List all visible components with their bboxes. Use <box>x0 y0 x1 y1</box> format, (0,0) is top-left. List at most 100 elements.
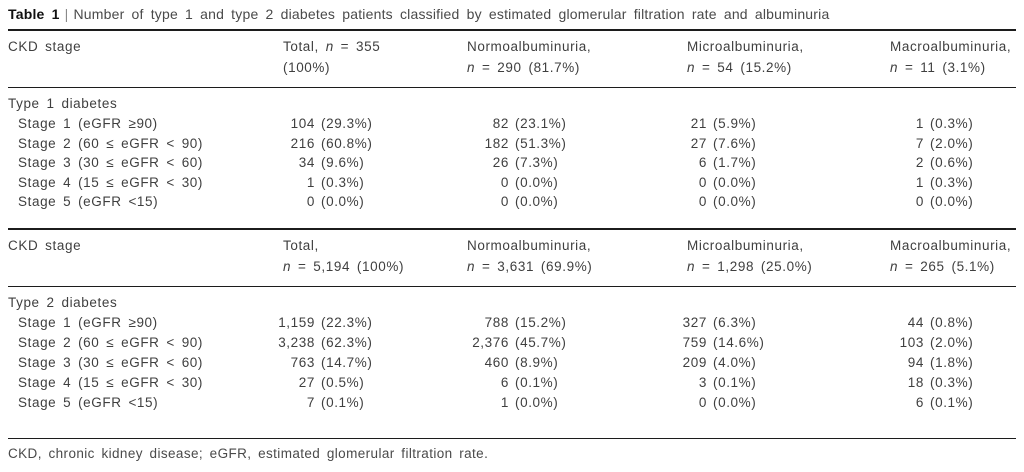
cell-percent: (7.3%) <box>515 155 559 170</box>
cell-count: 0 <box>698 174 707 190</box>
table-cell: 0 (0.0%) <box>687 173 890 193</box>
n-italic: n <box>467 258 476 274</box>
cell-percent: (14.6%) <box>713 334 765 350</box>
table-row: Stage 1 (eGFR ≥90) 104 (29.3%) 82 (23.1%) … <box>8 114 1016 134</box>
table-cell: 7 (0.1%) <box>283 393 467 413</box>
header-text: = 355 <box>333 39 381 54</box>
header-line-2: n = 265 (5.1%) <box>890 256 1016 277</box>
row-label: Stage 1 (eGFR ≥90) <box>18 314 158 330</box>
cell-count: 788 <box>484 314 509 330</box>
cell-count: 26 <box>492 155 509 170</box>
table-row: Stage 5 (eGFR <15) 0 (0.0%) 0 (0.0%) 0 (0.0… <box>8 192 1016 212</box>
header-text: Normoalbuminuria, <box>467 39 592 54</box>
cell-percent: (1.8%) <box>930 354 974 370</box>
table-cell: 460 (8.9%) <box>467 353 687 373</box>
header-line-1: Normoalbuminuria, <box>467 36 687 57</box>
cell-percent: (0.0%) <box>515 174 559 190</box>
cell-count: 1 <box>915 174 924 190</box>
table-cell: 0 (0.0%) <box>467 173 687 193</box>
table-cell: 327 (6.3%) <box>683 313 890 333</box>
cell-count: 6 <box>500 374 509 390</box>
column-header-macroalbuminuria: Macroalbuminuria, n = 11 (3.1%) <box>890 36 1016 78</box>
table-cell: 26 (7.3%) <box>467 153 687 173</box>
cell-count: 1 <box>915 116 924 131</box>
cell-count: 82 <box>492 116 509 131</box>
header-line-2: n = 1,298 (25.0%) <box>687 256 890 277</box>
column-header-microalbuminuria: Microalbuminuria, n = 1,298 (25.0%) <box>687 235 890 277</box>
header-line-2: (100%) <box>283 57 467 78</box>
cell-percent: (0.3%) <box>930 116 974 131</box>
cell-count: 21 <box>690 116 707 131</box>
row-label: Stage 1 (eGFR ≥90) <box>18 116 158 131</box>
cell-percent: (0.1%) <box>930 394 974 410</box>
header-line-1: Total, <box>283 235 467 256</box>
header-text: (100%) <box>283 60 331 75</box>
cell-percent: (8.9%) <box>515 354 559 370</box>
cell-count: 18 <box>907 374 924 390</box>
cell-percent: (62.3%) <box>321 334 373 350</box>
table-cell: 0 (0.0%) <box>467 192 687 212</box>
table-row: Stage 5 (eGFR <15) 7 (0.1%) 1 (0.0%) 0 (0.0… <box>8 393 1016 413</box>
row-label: Stage 3 (30 ≤ eGFR < 60) <box>18 155 204 170</box>
cell-count: 7 <box>306 394 315 410</box>
cell-percent: (0.3%) <box>930 174 974 190</box>
table-cell: 216 (60.8%) <box>283 134 467 154</box>
row-label: Stage 4 (15 ≤ eGFR < 30) <box>18 374 204 390</box>
header-text: = 3,631 (69.9%) <box>475 258 593 274</box>
table-cell: 6 (1.7%) <box>687 153 890 173</box>
table-body-type2: Type 2 diabetes Stage 1 (eGFR ≥90) 1,159… <box>8 287 1016 438</box>
row-label: Stage 5 (eGFR <15) <box>18 394 159 410</box>
table-cell: 3,238 (62.3%) <box>278 333 467 353</box>
cell-percent: (0.1%) <box>515 374 559 390</box>
cell-percent: (0.0%) <box>713 174 757 190</box>
cell-percent: (0.0%) <box>515 394 559 410</box>
cell-count: 759 <box>682 334 707 350</box>
row-label: Stage 4 (15 ≤ eGFR < 30) <box>18 174 204 190</box>
table-cell: 1 (0.3%) <box>890 114 1016 134</box>
cell-percent: (4.0%) <box>713 354 757 370</box>
cell-count: 0 <box>698 194 707 209</box>
table-cell: 18 (0.3%) <box>890 373 1016 393</box>
group-row-type1: Type 1 diabetes <box>8 94 1016 114</box>
cell-percent: (0.3%) <box>321 174 365 190</box>
cell-percent: (0.8%) <box>930 314 974 330</box>
cell-percent: (1.7%) <box>713 155 757 170</box>
table-cell: 0 (0.0%) <box>283 192 467 212</box>
cell-count: 2,376 <box>472 334 509 350</box>
table-cell: 6 (0.1%) <box>890 393 1016 413</box>
table-row: Stage 4 (15 ≤ eGFR < 30) 27 (0.5%) 6 (0.1%… <box>8 373 1016 393</box>
header-line-2: n = 3,631 (69.9%) <box>467 256 687 277</box>
header-line-1: Macroalbuminuria, <box>890 36 1016 57</box>
cell-percent: (2.0%) <box>930 135 974 151</box>
cell-percent: (51.3%) <box>515 135 567 151</box>
column-header-normoalbuminuria: Normoalbuminuria, n = 290 (81.7%) <box>467 36 687 78</box>
table-cell: 0 (0.0%) <box>687 192 890 212</box>
table-caption: Table 1 | Number of type 1 and type 2 diab… <box>8 6 1014 23</box>
header-text: = 11 (3.1%) <box>898 60 986 75</box>
row-label: Stage 2 (60 ≤ eGFR < 90) <box>18 135 204 151</box>
table-cell: 1,159 (22.3%) <box>278 313 467 333</box>
cell-count: 2 <box>915 155 924 170</box>
header-text: Microalbuminuria, <box>687 39 804 54</box>
table-cell: 209 (4.0%) <box>683 353 890 373</box>
header-row-type1: CKD stage Total, n = 355 (100%) Normoalb… <box>8 31 1016 88</box>
paper-table-figure: Table 1 | Number of type 1 and type 2 diab… <box>0 6 1024 472</box>
cell-count: 216 <box>290 135 315 151</box>
table-row: Stage 2 (60 ≤ eGFR < 90) 216 (60.8%) 182 (… <box>8 134 1016 154</box>
cell-percent: (45.7%) <box>515 334 567 350</box>
cell-count: 1,159 <box>278 314 315 330</box>
diabetes-ckd-table: CKD stage Total, n = 355 (100%) Normoalb… <box>8 29 1016 439</box>
cell-count: 27 <box>690 135 707 151</box>
header-text: Macroalbuminuria, <box>890 39 1012 54</box>
header-text: = 265 (5.1%) <box>898 258 995 274</box>
cell-percent: (9.6%) <box>321 155 365 170</box>
cell-count: 94 <box>907 354 924 370</box>
header-text: Macroalbuminuria, <box>890 237 1012 253</box>
cell-count: 0 <box>915 194 924 209</box>
table-section-type1: CKD stage Total, n = 355 (100%) Normoalb… <box>8 31 1016 228</box>
row-label: Stage 2 (60 ≤ eGFR < 90) <box>18 334 204 350</box>
n-italic: n <box>890 258 899 274</box>
cell-count: 0 <box>306 194 315 209</box>
table-cell: 0 (0.0%) <box>687 393 890 413</box>
header-line-2: n = 54 (15.2%) <box>687 57 890 78</box>
